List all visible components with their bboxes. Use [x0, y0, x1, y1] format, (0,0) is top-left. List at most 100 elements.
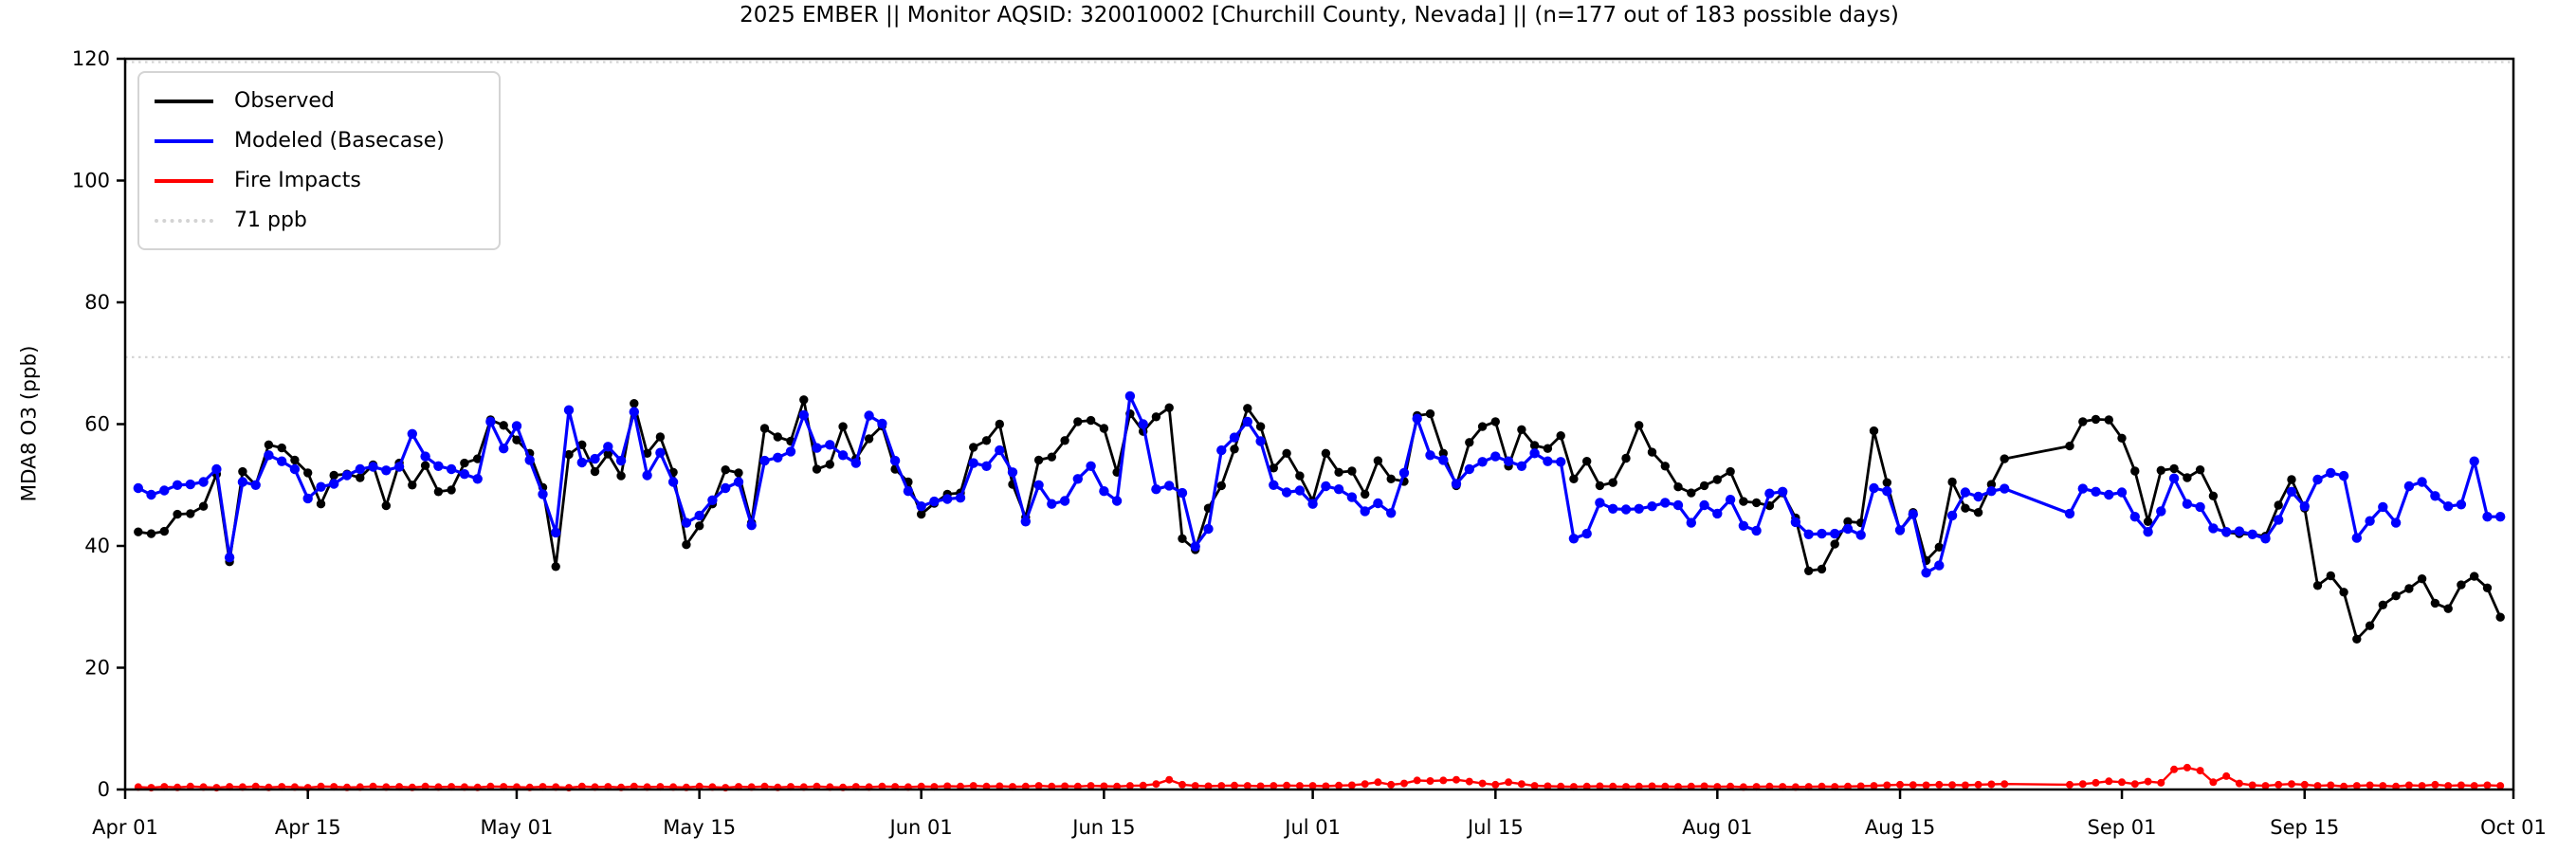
modeled-basecase-marker	[1477, 457, 1488, 467]
fire-impacts-marker	[2300, 780, 2309, 789]
modeled-basecase-marker	[2116, 487, 2128, 498]
observed-marker	[2443, 604, 2453, 613]
observed-marker	[1687, 488, 1696, 498]
observed-marker	[1073, 417, 1083, 426]
modeled-basecase-marker	[485, 416, 496, 427]
modeled-basecase-marker	[237, 477, 248, 487]
fire-impacts-marker	[1283, 781, 1291, 789]
observed-marker	[2417, 574, 2427, 584]
modeled-basecase-marker	[1321, 481, 1331, 492]
modeled-basecase-marker	[264, 450, 274, 461]
x-tick-label: Sep 01	[2088, 816, 2157, 839]
modeled-basecase-marker	[499, 444, 509, 454]
modeled-basecase-marker	[1360, 506, 1370, 517]
observed-marker	[773, 432, 782, 442]
modeled-basecase-marker	[825, 440, 835, 450]
fire-impacts-marker	[1439, 776, 1448, 785]
observed-marker	[2457, 580, 2466, 590]
observed-marker	[159, 526, 169, 536]
y-tick-label: 120	[72, 47, 110, 70]
modeled-basecase-marker	[250, 480, 261, 490]
modeled-basecase-marker	[2260, 534, 2271, 544]
modeled-basecase-marker	[407, 428, 417, 439]
x-tick-label: Apr 01	[92, 816, 158, 839]
fire-impacts-marker	[1922, 781, 1930, 789]
observed-marker	[1882, 478, 1892, 487]
fire-impacts-marker	[1413, 776, 1421, 785]
fire-impacts-marker	[1152, 780, 1160, 789]
modeled-basecase-marker	[2482, 512, 2493, 522]
modeled-basecase-marker	[916, 501, 926, 512]
legend-item-71ppb: 71 ppb	[155, 206, 484, 235]
observed-marker	[1255, 422, 1266, 431]
fire-impacts-marker	[2144, 777, 2152, 786]
observed-marker	[1060, 436, 1069, 445]
y-tick-label: 100	[72, 170, 110, 192]
observed-marker	[134, 527, 143, 536]
fire-impacts-marker	[1974, 780, 1982, 789]
modeled-basecase-marker	[2469, 456, 2479, 466]
observed-marker	[1660, 462, 1671, 471]
series-modeled-basecase	[133, 390, 2506, 578]
modeled-basecase-marker	[1595, 498, 1605, 508]
observed-marker	[1635, 421, 1644, 430]
modeled-basecase-marker	[1138, 419, 1148, 429]
observed-marker	[721, 465, 730, 475]
observed-marker	[2195, 465, 2205, 475]
observed-marker	[264, 440, 274, 449]
fire-impacts-marker	[1909, 781, 1917, 789]
modeled-basecase-marker	[1229, 432, 1240, 443]
observed-marker	[2326, 571, 2335, 581]
observed-line-swatch	[155, 99, 213, 103]
y-tick-label: 60	[84, 413, 110, 436]
x-tick-label: Sep 15	[2270, 816, 2339, 839]
modeled-basecase-marker	[1973, 491, 1983, 502]
fire-impacts-marker	[1322, 782, 1330, 790]
observed-marker	[1086, 415, 1096, 426]
fire-impacts-marker	[1856, 782, 1865, 790]
modeled-basecase-marker	[955, 493, 966, 503]
observed-marker	[2312, 581, 2323, 590]
modeled-basecase-marker	[877, 418, 887, 429]
modeled-basecase-marker	[1581, 528, 1592, 539]
observed-marker	[630, 399, 639, 408]
modeled-basecase-marker	[446, 463, 457, 475]
modeled-basecase-marker	[316, 481, 326, 492]
observed-marker	[603, 449, 612, 459]
observed-marker	[1961, 503, 1970, 513]
modeled-basecase-marker	[576, 457, 587, 468]
modeled-basecase-marker	[1451, 479, 1462, 489]
modeled-basecase-marker	[1333, 484, 1344, 495]
modeled-basecase-marker	[1751, 525, 1762, 536]
observed-marker	[1490, 417, 1501, 426]
modeled-basecase-marker	[1425, 450, 1435, 461]
modeled-basecase-marker	[1934, 560, 1945, 571]
modeled-basecase-marker	[1712, 508, 1723, 519]
fire-impacts-marker	[2248, 781, 2256, 789]
fire-impacts-marker	[2366, 781, 2374, 789]
observed-marker	[1869, 426, 1879, 436]
modeled-basecase-marker	[1373, 498, 1383, 509]
modeled-basecase-marker	[1529, 448, 1540, 459]
modeled-basecase-marker	[1946, 510, 1958, 521]
observed-marker	[1347, 466, 1357, 476]
modeled-basecase-marker	[2326, 467, 2336, 479]
observed-marker	[2183, 473, 2192, 482]
fire-impacts-marker	[1270, 782, 1278, 790]
observed-marker	[1986, 480, 1997, 489]
fire-impacts-marker	[1961, 781, 1969, 789]
fire-impacts-marker	[1125, 782, 1134, 790]
modeled-basecase-marker	[2390, 517, 2402, 528]
fire-impacts-marker	[1987, 780, 1996, 789]
x-tick-label: May 15	[663, 816, 736, 839]
modeled-basecase-marker	[355, 463, 365, 475]
fire-impacts-marker	[2404, 781, 2413, 789]
fire-impacts-line	[137, 766, 2501, 789]
observed-marker	[1425, 408, 1435, 419]
x-tick-label: May 01	[481, 816, 554, 839]
modeled-basecase-marker	[2430, 491, 2440, 501]
fire-impacts-marker	[1256, 782, 1265, 790]
modeled-basecase-marker	[472, 474, 483, 484]
fire-impacts-marker	[2313, 782, 2322, 790]
